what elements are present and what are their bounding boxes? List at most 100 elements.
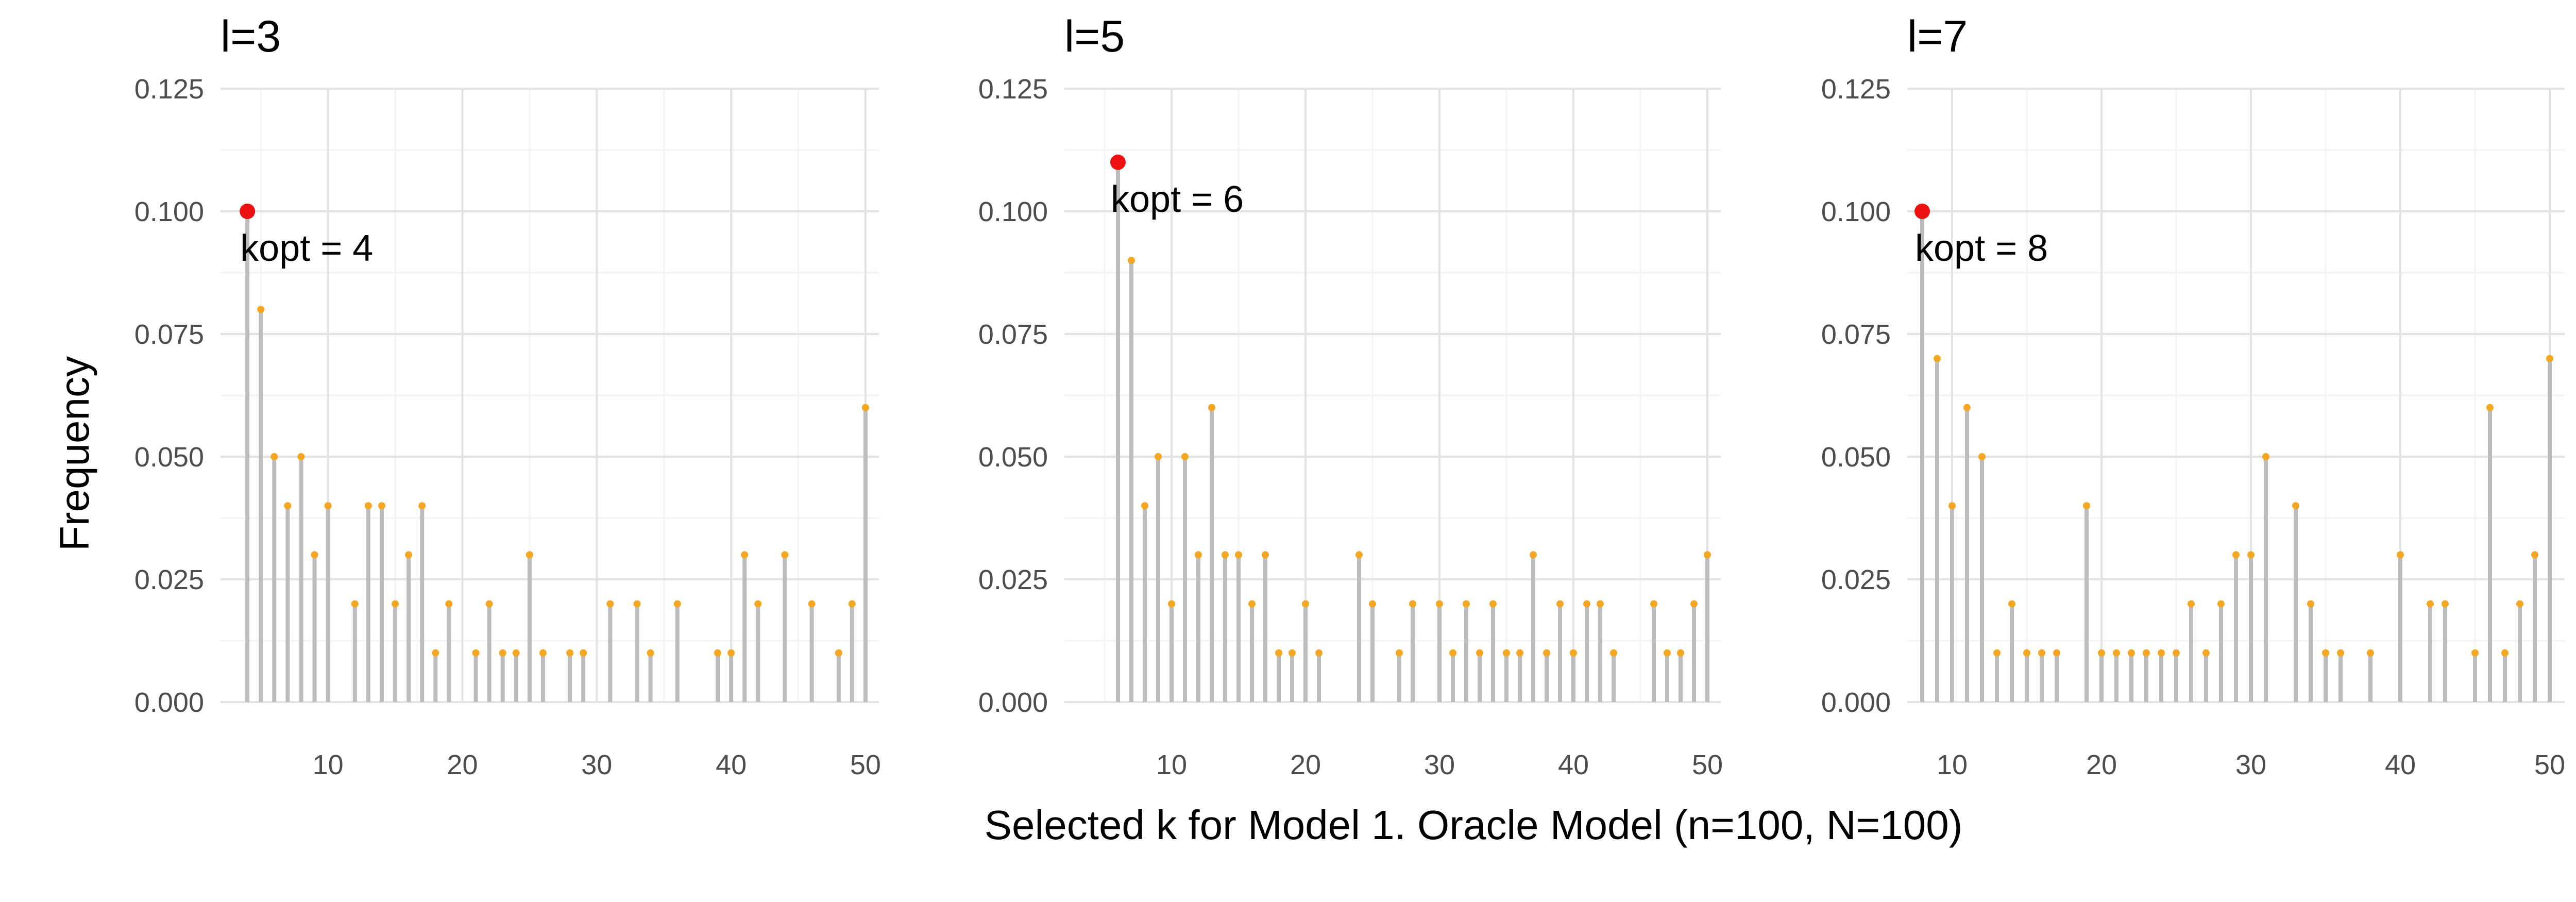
data-point [714, 649, 722, 657]
kopt-annotation: kopt = 6 [1111, 179, 1244, 220]
data-point [861, 404, 869, 411]
data-point [1168, 600, 1175, 608]
data-point [1963, 404, 1971, 411]
data-point [1302, 600, 1309, 608]
x-tick-label: 20 [2086, 749, 2117, 780]
data-point [580, 649, 587, 657]
data-point [2501, 649, 2509, 657]
data-point [741, 551, 749, 559]
data-point [1248, 600, 1256, 608]
data-point [1222, 551, 1229, 559]
y-tick-label: 0.100 [134, 196, 204, 227]
data-point [2023, 649, 2030, 657]
data-point [1516, 649, 1523, 657]
data-point [2217, 600, 2225, 608]
data-point [2038, 649, 2045, 657]
data-point [754, 600, 762, 608]
data-point [633, 600, 641, 608]
data-point [1262, 551, 1269, 559]
data-point [351, 600, 359, 608]
data-point [1463, 600, 1470, 608]
data-point [1583, 600, 1590, 608]
data-point [1208, 404, 1215, 411]
y-tick-label: 0.050 [1821, 442, 1891, 473]
x-tick-label: 50 [1692, 749, 1723, 780]
y-tick-label: 0.075 [978, 319, 1048, 350]
data-point [2486, 404, 2494, 411]
y-axis-title: Frequency [52, 356, 97, 551]
x-tick-label: 30 [1424, 749, 1455, 780]
y-tick-label: 0.000 [1821, 687, 1891, 718]
data-point [1948, 502, 1956, 510]
data-point [2546, 355, 2553, 362]
kopt-marker [240, 204, 256, 219]
y-tick-label: 0.025 [134, 564, 204, 595]
data-point [418, 502, 426, 510]
data-point [2053, 649, 2060, 657]
x-tick-label: 50 [2534, 749, 2565, 780]
data-point [2173, 649, 2180, 657]
data-point [1436, 600, 1443, 608]
data-point [311, 551, 318, 559]
data-point [1289, 649, 1296, 657]
data-point [1489, 600, 1497, 608]
data-point [2008, 600, 2015, 608]
x-tick-label: 10 [1937, 749, 1968, 780]
data-point [566, 649, 574, 657]
data-point [526, 551, 533, 559]
data-point [1690, 600, 1698, 608]
data-point [1141, 502, 1148, 510]
panel-title: l=7 [1907, 12, 1968, 61]
data-point [1556, 600, 1564, 608]
y-tick-label: 0.125 [978, 74, 1048, 105]
data-point [1610, 649, 1617, 657]
data-point [2113, 649, 2120, 657]
x-axis-title: Selected k for Model 1. Oracle Model (n=… [985, 802, 1963, 848]
data-point [2367, 649, 2374, 657]
data-point [1543, 649, 1550, 657]
data-point [848, 600, 856, 608]
data-point [2098, 649, 2105, 657]
data-point [2202, 649, 2210, 657]
data-point [270, 453, 278, 460]
y-tick-label: 0.125 [134, 74, 204, 105]
data-point [727, 649, 735, 657]
data-point [1396, 649, 1403, 657]
data-point [647, 649, 654, 657]
data-point [324, 502, 332, 510]
data-point [2531, 551, 2538, 559]
y-tick-label: 0.075 [134, 319, 204, 350]
data-point [2397, 551, 2404, 559]
data-point [1978, 453, 1986, 460]
x-tick-label: 10 [313, 749, 344, 780]
y-tick-label: 0.050 [134, 442, 204, 473]
data-point [257, 306, 265, 313]
y-tick-label: 0.100 [1821, 196, 1891, 227]
data-point [1369, 600, 1376, 608]
data-point [1275, 649, 1282, 657]
kopt-marker [1110, 154, 1126, 170]
x-tick-label: 40 [2385, 749, 2416, 780]
y-tick-label: 0.000 [978, 687, 1048, 718]
data-point [781, 551, 789, 559]
y-tick-label: 0.050 [978, 442, 1048, 473]
data-point [1155, 453, 1162, 460]
data-point [2188, 600, 2195, 608]
panel-1: 0.000 0.025 0.050 0.075 0.100 0.125 10 20 30 40 50… [134, 12, 881, 780]
data-point [2471, 649, 2479, 657]
data-point [2322, 649, 2329, 657]
panel-2: 0.000 0.025 0.050 0.075 0.100 0.125 10 20 30 40 50… [978, 12, 1723, 780]
data-point [2292, 502, 2299, 510]
data-point [364, 502, 372, 510]
data-point [1409, 600, 1416, 608]
data-point [1934, 355, 1941, 362]
data-point [1597, 600, 1604, 608]
data-point [284, 502, 292, 510]
data-point [673, 600, 681, 608]
data-point [835, 649, 842, 657]
data-point [2083, 502, 2090, 510]
data-point [1235, 551, 1242, 559]
data-point [392, 600, 399, 608]
panel-3: 0.000 0.025 0.050 0.075 0.100 0.125 10 20 30 40 50… [1821, 12, 2565, 780]
